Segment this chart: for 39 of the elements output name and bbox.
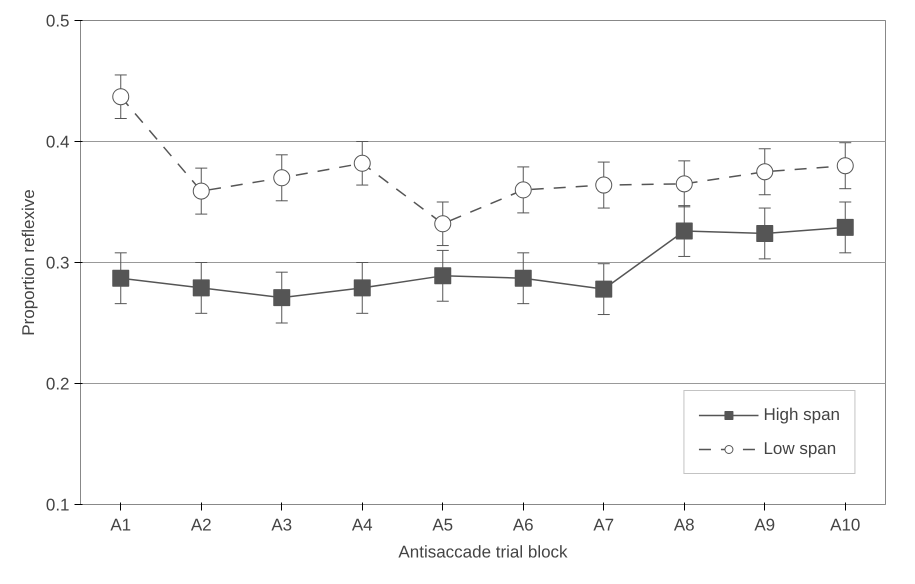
- y-tick-label: 0.5: [46, 12, 70, 30]
- point: [514, 181, 532, 198]
- x-tick-label: A4: [352, 516, 373, 534]
- point: [514, 270, 532, 287]
- x-tick-label: A10: [830, 516, 860, 534]
- x-tick-label: A6: [512, 516, 534, 534]
- x-tick-label: A2: [190, 516, 212, 534]
- point: [192, 182, 210, 200]
- x-tick-label: A7: [593, 516, 614, 534]
- point: [112, 88, 130, 106]
- point: [836, 218, 854, 236]
- point: [595, 280, 612, 298]
- point: [434, 215, 452, 232]
- point: [756, 224, 774, 242]
- point: [756, 163, 774, 180]
- x-axis-title: Antisaccade trial block: [398, 542, 568, 562]
- x-tick-label: A1: [110, 516, 132, 534]
- x-tick-label: A9: [754, 516, 776, 534]
- legend-label: Low span: [763, 439, 836, 459]
- point: [676, 175, 693, 192]
- point: [434, 267, 452, 284]
- point: [836, 157, 854, 174]
- point: [112, 270, 130, 287]
- x-tick-label: A5: [432, 516, 454, 534]
- point: [354, 154, 371, 172]
- x-tick-label: A8: [674, 516, 695, 534]
- y-tick-label: 0.1: [46, 496, 70, 514]
- y-tick-label: 0.3: [46, 254, 70, 272]
- point: [595, 176, 612, 194]
- point: [676, 222, 693, 240]
- point: [273, 169, 290, 186]
- point: [273, 289, 290, 306]
- x-tick-label: A3: [271, 516, 292, 534]
- y-tick-label: 0.4: [46, 132, 70, 152]
- point: [192, 279, 210, 296]
- point: [354, 279, 371, 296]
- y-tick-label: 0.2: [46, 374, 70, 394]
- y-axis-title: Proportion reflexive: [18, 189, 38, 336]
- legend-label: High span: [763, 405, 840, 425]
